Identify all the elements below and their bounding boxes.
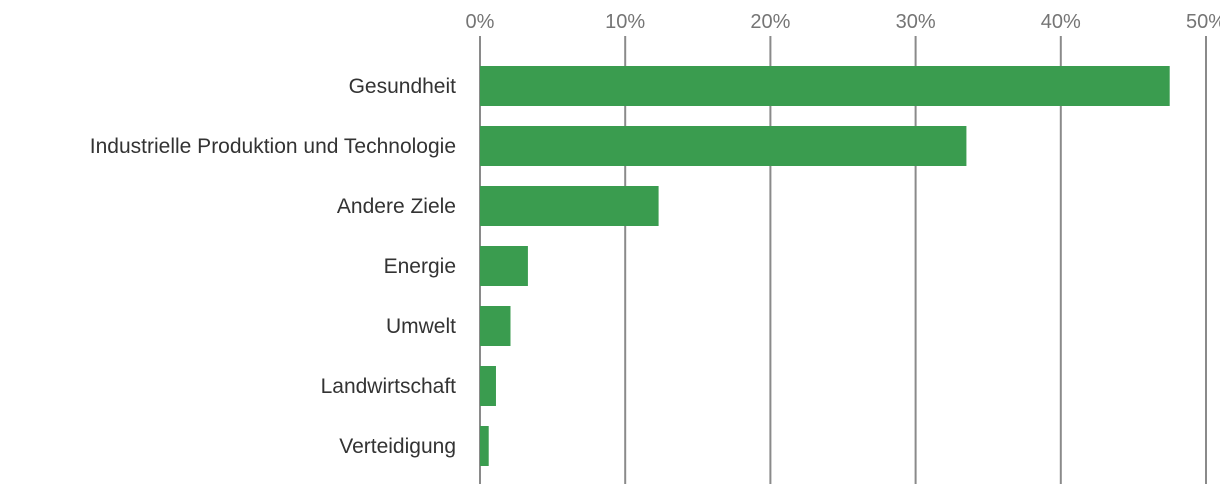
bar <box>480 366 496 406</box>
x-tick-label: 0% <box>466 11 495 33</box>
category-label: Andere Ziele <box>337 195 456 218</box>
gridlines <box>479 36 1207 484</box>
x-axis-ticks: 0% 10% 20% 30% 40% 50% <box>466 11 1220 33</box>
bar <box>480 186 659 226</box>
category-label: Landwirtschaft <box>321 375 457 398</box>
bar <box>480 246 528 286</box>
bars <box>480 66 1170 466</box>
x-tick-label: 10% <box>605 11 645 33</box>
category-label: Gesundheit <box>349 75 457 98</box>
bar <box>480 306 511 346</box>
category-label: Umwelt <box>386 315 456 338</box>
x-tick-label: 20% <box>750 11 790 33</box>
x-tick-label: 30% <box>896 11 936 33</box>
x-tick-label: 50% <box>1186 11 1220 33</box>
bar <box>480 66 1170 106</box>
category-label: Verteidigung <box>339 435 456 458</box>
bar <box>480 126 967 166</box>
category-labels: Gesundheit Industrielle Produktion und Te… <box>90 75 456 458</box>
bar <box>480 426 489 466</box>
category-label: Industrielle Produktion und Technologie <box>90 135 456 158</box>
x-tick-label: 40% <box>1041 11 1081 33</box>
category-label: Energie <box>384 255 456 278</box>
